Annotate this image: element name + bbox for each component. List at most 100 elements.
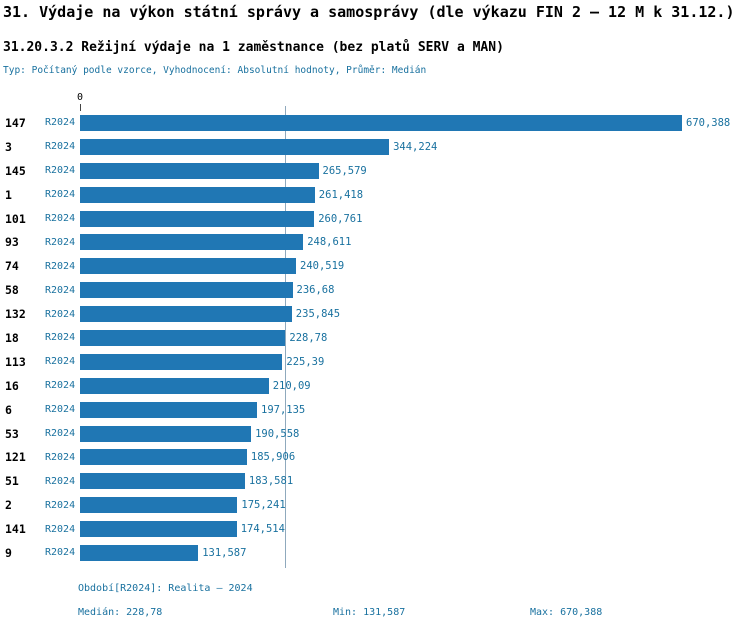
- row-period-label: R2024: [45, 380, 76, 392]
- row-id-label: 51: [5, 474, 19, 489]
- bar-value-label: 240,519: [300, 260, 345, 273]
- row-period-label: R2024: [45, 189, 76, 201]
- footer-median-stat: Medián: 228,78: [78, 607, 163, 618]
- chart-row: 132 R2024 235,845: [0, 302, 750, 326]
- row-id-label: 147: [5, 115, 26, 130]
- row-id-label: 3: [5, 139, 12, 154]
- row-id-label: 2: [5, 498, 12, 513]
- chart-row: 58 R2024 236,68: [0, 278, 750, 302]
- bar-value-label: 670,388: [686, 116, 731, 129]
- row-id-label: 58: [5, 283, 19, 298]
- row-period-label: R2024: [45, 236, 76, 248]
- bar: [80, 329, 286, 346]
- row-period-label: R2024: [45, 141, 76, 153]
- row-id-label: 6: [5, 402, 12, 417]
- row-period-label: R2024: [45, 451, 76, 463]
- row-period-label: R2024: [45, 475, 76, 487]
- bar-value-label: 131,587: [202, 546, 247, 559]
- row-id-label: 132: [5, 307, 26, 322]
- bar-value-label: 261,418: [318, 188, 364, 201]
- row-id-label: 93: [5, 235, 19, 250]
- bar: [80, 210, 315, 227]
- bar: [80, 186, 315, 203]
- bar-value-label: 236,68: [296, 284, 335, 297]
- chart-row: 141 R2024 174,514: [0, 517, 750, 541]
- chart-row: 9 R2024 131,587: [0, 541, 750, 565]
- bar: [80, 234, 304, 251]
- bar-value-label: 183,581: [248, 475, 294, 488]
- row-period-label: R2024: [45, 404, 76, 416]
- chart-row: 1 R2024 261,418: [0, 183, 750, 207]
- chart-row: 147 R2024 670,388: [0, 111, 750, 135]
- bar: [80, 544, 199, 561]
- row-period-label: R2024: [45, 284, 76, 296]
- row-period-label: R2024: [45, 428, 76, 440]
- row-id-label: 121: [5, 450, 26, 465]
- bar-value-label: 228,78: [289, 331, 328, 344]
- bar: [80, 138, 390, 155]
- bar-value-label: 225,39: [286, 355, 325, 368]
- bar-value-label: 197,135: [261, 403, 306, 416]
- bar-value-label: 265,579: [322, 164, 367, 177]
- row-id-label: 53: [5, 426, 19, 441]
- row-period-label: R2024: [45, 499, 76, 511]
- median-reference-line: [285, 106, 287, 568]
- bar-value-label: 174,514: [240, 523, 285, 536]
- chart-row: 101 R2024 260,761: [0, 207, 750, 231]
- row-period-label: R2024: [45, 117, 76, 129]
- chart-row: 121 R2024 185,906: [0, 445, 750, 469]
- chart-row: 51 R2024 183,581: [0, 469, 750, 493]
- chart-row: 93 R2024 248,611: [0, 230, 750, 254]
- bar: [80, 282, 293, 299]
- page-title: 31. Výdaje na výkon státní správy a samo…: [3, 3, 735, 21]
- row-period-label: R2024: [45, 260, 76, 272]
- bar: [80, 425, 252, 442]
- axis-zero-tick: [80, 104, 81, 111]
- bar: [80, 521, 237, 538]
- chart-rows: 147 R2024 670,388 3 R2024 344,224 145 R2024 265,…: [0, 111, 750, 565]
- bar-value-label: 190,558: [255, 427, 300, 440]
- row-id-label: 145: [5, 163, 26, 178]
- axis-zero-label: 0: [76, 92, 84, 103]
- section-title: 31.20.3.2 Režijní výdaje na 1 zaměstnanc…: [3, 40, 504, 55]
- bar: [80, 306, 292, 323]
- row-id-label: 113: [5, 354, 26, 369]
- row-period-label: R2024: [45, 213, 76, 224]
- chart-row: 16 R2024 210,09: [0, 374, 750, 398]
- row-id-label: 18: [5, 330, 19, 345]
- row-period-label: R2024: [45, 523, 76, 535]
- bar: [80, 162, 319, 179]
- row-id-label: 74: [5, 259, 19, 274]
- chart-meta-line: Typ: Počítaný podle vzorce, Vyhodnocení:…: [3, 65, 427, 76]
- bar-value-label: 260,761: [318, 212, 363, 225]
- bar: [80, 258, 296, 275]
- bar: [80, 497, 238, 514]
- bar: [80, 449, 247, 466]
- bar-value-label: 185,906: [250, 451, 296, 464]
- chart-row: 145 R2024 265,579: [0, 159, 750, 183]
- footer-period-line: Období[R2024]: Realita – 2024: [78, 583, 253, 594]
- row-id-label: 1: [5, 187, 12, 202]
- chart-row: 18 R2024 228,78: [0, 326, 750, 350]
- footer-max-stat: Max: 670,388: [530, 607, 603, 618]
- bar-value-label: 175,241: [241, 499, 286, 512]
- chart-row: 6 R2024 197,135: [0, 398, 750, 422]
- bar: [80, 473, 245, 490]
- bar: [80, 114, 682, 131]
- row-period-label: R2024: [45, 356, 76, 368]
- row-id-label: 101: [5, 211, 26, 226]
- bar-value-label: 210,09: [272, 379, 311, 392]
- row-period-label: R2024: [45, 165, 76, 177]
- bar-value-label: 235,845: [295, 308, 341, 321]
- chart-row: 53 R2024 190,558: [0, 422, 750, 446]
- bar: [80, 377, 269, 394]
- row-period-label: R2024: [45, 332, 76, 344]
- footer-min-stat: Min: 131,587: [333, 607, 406, 618]
- row-period-label: R2024: [45, 308, 76, 320]
- chart-row: 74 R2024 240,519: [0, 254, 750, 278]
- bar: [80, 401, 257, 418]
- row-id-label: 141: [5, 522, 26, 537]
- bar: [80, 353, 283, 370]
- chart-row: 3 R2024 344,224: [0, 135, 750, 159]
